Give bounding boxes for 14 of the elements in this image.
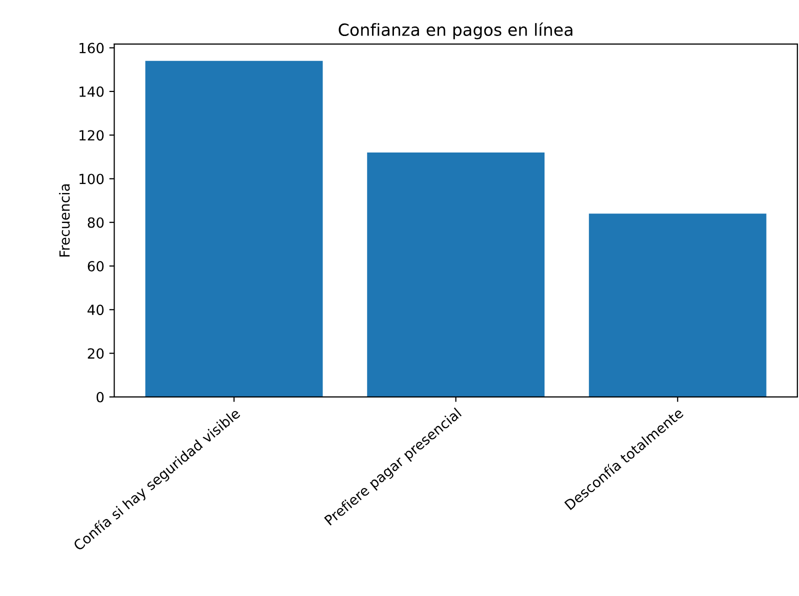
y-tick-label: 160 xyxy=(80,42,104,54)
bar xyxy=(145,60,323,397)
bar xyxy=(588,214,766,397)
y-axis-title: Frecuencia xyxy=(59,184,70,257)
y-tick-label: 140 xyxy=(80,86,104,97)
y-tick-label: 80 xyxy=(88,217,104,228)
y-tick-label: 120 xyxy=(80,130,104,141)
y-tick-label: 0 xyxy=(96,392,104,402)
y-tick-label: 40 xyxy=(88,304,104,316)
y-tick-label: 100 xyxy=(80,174,104,184)
bar xyxy=(367,152,545,397)
y-tick-label: 20 xyxy=(88,348,104,359)
chart-title: Confianza en pagos en línea xyxy=(338,22,572,40)
y-tick-label: 60 xyxy=(88,260,104,272)
